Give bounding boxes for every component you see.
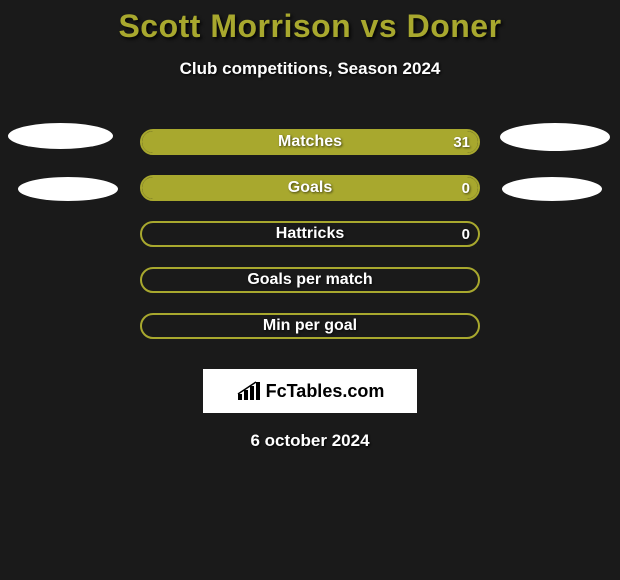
stat-label: Matches — [278, 133, 342, 151]
stat-row: Goals 0 — [0, 165, 620, 211]
stats-area: Matches 31 Goals 0 Hattricks 0 Goals per… — [0, 119, 620, 349]
stat-value-right: 0 — [462, 226, 470, 243]
stat-label: Goals — [288, 179, 332, 197]
infographic-container: Scott Morrison vs Doner Club competition… — [0, 0, 620, 451]
stat-value-right: 31 — [453, 134, 470, 151]
stat-row: Matches 31 — [0, 119, 620, 165]
stat-label: Goals per match — [247, 271, 372, 289]
chart-icon — [236, 380, 262, 402]
stat-row: Goals per match — [0, 257, 620, 303]
stat-row: Min per goal — [0, 303, 620, 349]
stat-row: Hattricks 0 — [0, 211, 620, 257]
page-title: Scott Morrison vs Doner — [0, 8, 620, 45]
date-text: 6 october 2024 — [0, 431, 620, 451]
brand-text: FcTables.com — [266, 381, 385, 402]
stat-value-right: 0 — [462, 180, 470, 197]
subtitle: Club competitions, Season 2024 — [0, 59, 620, 79]
stat-label: Min per goal — [263, 317, 357, 335]
stat-label: Hattricks — [276, 225, 344, 243]
brand-badge: FcTables.com — [203, 369, 417, 413]
